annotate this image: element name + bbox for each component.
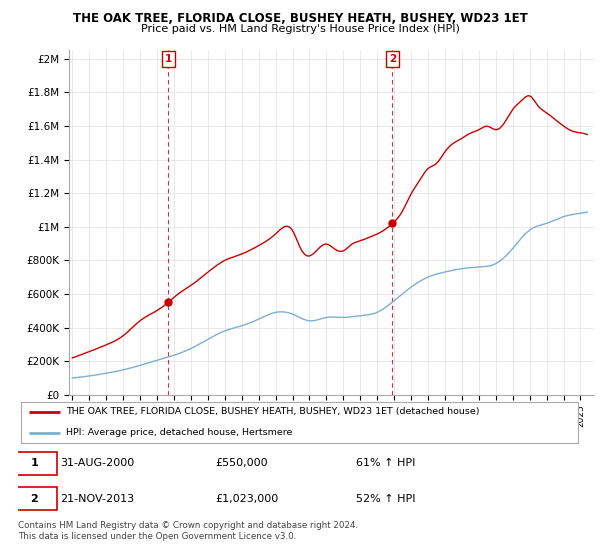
Text: £1,023,000: £1,023,000 <box>215 494 278 503</box>
Text: 1: 1 <box>31 459 38 468</box>
Text: THE OAK TREE, FLORIDA CLOSE, BUSHEY HEATH, BUSHEY, WD23 1ET: THE OAK TREE, FLORIDA CLOSE, BUSHEY HEAT… <box>73 12 527 25</box>
Text: 21-NOV-2013: 21-NOV-2013 <box>60 494 134 503</box>
Text: Contains HM Land Registry data © Crown copyright and database right 2024.
This d: Contains HM Land Registry data © Crown c… <box>18 521 358 541</box>
Text: 31-AUG-2000: 31-AUG-2000 <box>60 459 134 468</box>
Text: 2: 2 <box>31 494 38 503</box>
Text: HPI: Average price, detached house, Hertsmere: HPI: Average price, detached house, Hert… <box>66 428 292 437</box>
FancyBboxPatch shape <box>21 402 578 443</box>
Text: 1: 1 <box>165 54 172 64</box>
Text: £550,000: £550,000 <box>215 459 268 468</box>
FancyBboxPatch shape <box>11 487 58 510</box>
Text: THE OAK TREE, FLORIDA CLOSE, BUSHEY HEATH, BUSHEY, WD23 1ET (detached house): THE OAK TREE, FLORIDA CLOSE, BUSHEY HEAT… <box>66 407 479 416</box>
Text: 52% ↑ HPI: 52% ↑ HPI <box>356 494 416 503</box>
Text: 61% ↑ HPI: 61% ↑ HPI <box>356 459 416 468</box>
FancyBboxPatch shape <box>11 452 58 475</box>
Text: 2: 2 <box>389 54 396 64</box>
Text: Price paid vs. HM Land Registry's House Price Index (HPI): Price paid vs. HM Land Registry's House … <box>140 24 460 34</box>
